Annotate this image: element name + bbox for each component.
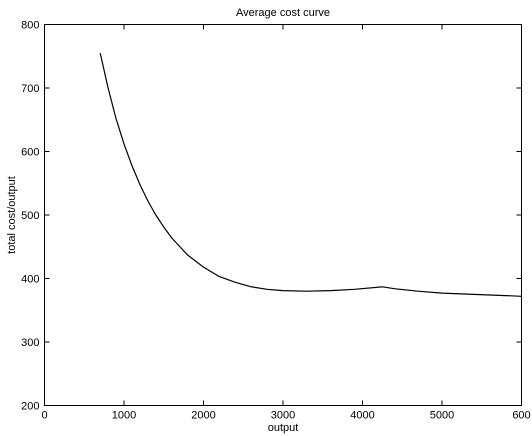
x-axis-label: output bbox=[268, 422, 299, 434]
x-tick-label: 600 bbox=[512, 410, 530, 422]
x-tick-label: 2000 bbox=[191, 410, 215, 422]
y-tick-label: 300 bbox=[21, 337, 39, 349]
average-cost-line bbox=[99, 52, 522, 297]
x-tick-label: 1000 bbox=[112, 410, 136, 422]
plot-area bbox=[44, 24, 522, 406]
y-tick-label: 700 bbox=[21, 83, 39, 95]
series-layer bbox=[99, 52, 522, 297]
y-axis-label: total cost/output bbox=[6, 176, 18, 254]
x-tick-label: 5000 bbox=[430, 410, 454, 422]
y-axis: 200 300 400 500 600 700 800 bbox=[21, 20, 522, 413]
y-tick-label: 800 bbox=[21, 20, 39, 32]
y-tick-label: 200 bbox=[21, 401, 39, 413]
y-tick-label: 500 bbox=[21, 210, 39, 222]
x-tick-label: 0 bbox=[41, 410, 47, 422]
chart-title: Average cost curve bbox=[236, 7, 330, 19]
x-tick-label: 3000 bbox=[271, 410, 295, 422]
y-tick-label: 400 bbox=[21, 274, 39, 286]
x-axis: 0 1000 2000 3000 4000 5000 600 bbox=[41, 24, 531, 422]
y-tick-label: 600 bbox=[21, 147, 39, 159]
x-tick-label: 4000 bbox=[350, 410, 374, 422]
